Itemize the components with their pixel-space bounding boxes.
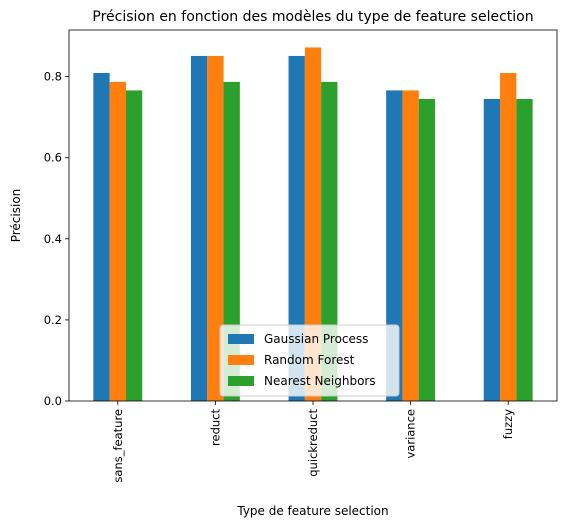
bar-quickreduct-gaussian-process [288, 55, 305, 401]
y-tick-label: 0.0 [44, 394, 62, 408]
x-axis-label: Type de feature selection [236, 504, 388, 518]
bar-sans_feature-nearest-neighbors [125, 90, 143, 401]
bar-quickreduct-nearest-neighbors [321, 81, 338, 402]
bar-quickreduct-random-forest [304, 47, 322, 402]
bar-fuzzy-random-forest [500, 72, 517, 401]
legend: Gaussian Process Random Forest Nearest Nei… [219, 324, 400, 397]
y-ticks-group: 0.0 0.2 0.4 0.6 0.8 [44, 70, 69, 408]
bar-variance-random-forest [402, 90, 419, 401]
bar-variance-gaussian-process [386, 90, 403, 401]
bar-reduct-random-forest [207, 55, 224, 401]
legend-swatch [228, 355, 254, 365]
bar-reduct-gaussian-process [190, 55, 208, 401]
y-tick-label: 0.4 [44, 232, 62, 246]
legend-label: Gaussian Process [264, 332, 368, 346]
x-tick-label: sans_feature [111, 409, 125, 483]
bar-fuzzy-gaussian-process [483, 98, 501, 402]
bar-sans_feature-gaussian-process [93, 72, 110, 401]
legend-label: Random Forest [264, 353, 355, 367]
bar-sans_feature-random-forest [109, 81, 126, 402]
plot-frame [68, 29, 558, 402]
x-ticks-group: sans_feature reduct quickreduct variance fuz… [111, 401, 515, 483]
x-tick-label: quickreduct [306, 409, 320, 477]
y-axis-label: Précision [9, 189, 23, 243]
legend-box [219, 324, 400, 397]
legend-swatch [228, 334, 254, 344]
x-tick-label: reduct [208, 409, 222, 446]
legend-label: Nearest Neighbors [264, 374, 376, 388]
y-tick-label: 0.6 [44, 151, 62, 165]
y-tick-label: 0.2 [44, 313, 62, 327]
x-tick-label: variance [404, 409, 418, 459]
chart-title: Précision en fonction des modèles du typ… [92, 9, 533, 25]
y-tick-label: 0.8 [44, 70, 62, 84]
bars-group [93, 47, 533, 402]
bar-variance-nearest-neighbors [418, 98, 436, 402]
bar-reduct-nearest-neighbors [223, 81, 240, 402]
x-tick-label: fuzzy [501, 409, 515, 439]
legend-swatch [228, 376, 254, 386]
bar-fuzzy-nearest-neighbors [516, 98, 533, 402]
